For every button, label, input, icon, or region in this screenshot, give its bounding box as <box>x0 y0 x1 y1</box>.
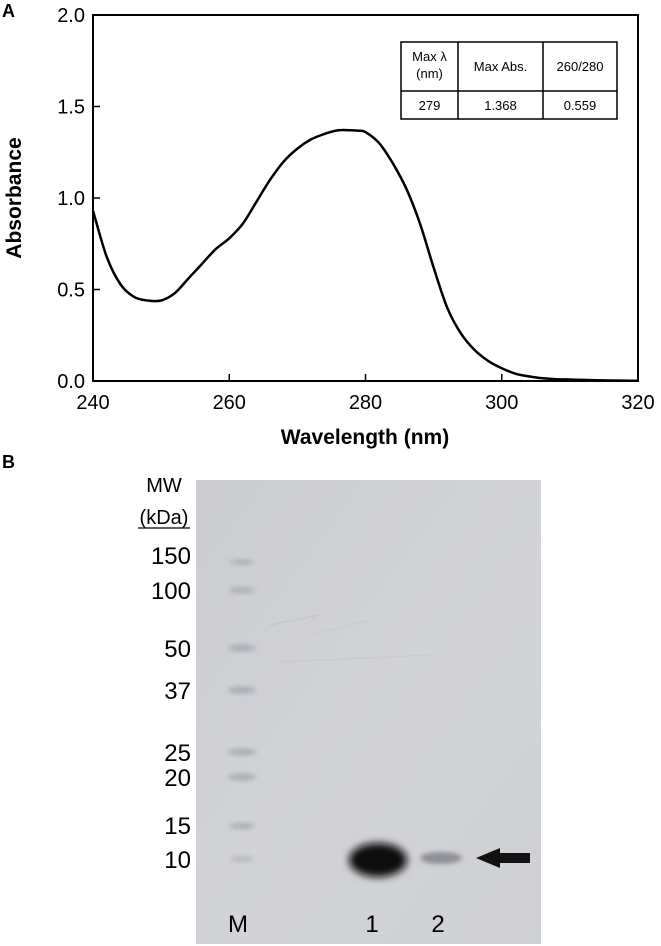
x-axis: 240 260 280 300 320 <box>76 374 655 414</box>
lane-1-band <box>349 843 407 877</box>
y-axis-title: Absorbance <box>3 137 26 258</box>
table-header-max-abs: Max Abs. <box>474 59 527 74</box>
y-tick-label: 1.5 <box>57 97 85 119</box>
lane-label-2: 2 <box>431 911 444 938</box>
table-cell-max-lambda: 279 <box>419 98 441 113</box>
x-axis-title: Wavelength (nm) <box>281 426 449 449</box>
mw-marker-label: 20 <box>164 765 191 792</box>
mw-marker-label: 50 <box>164 636 191 663</box>
summary-table: Max λ (nm) Max Abs. 260/280 279 1.368 0.… <box>400 41 618 120</box>
panel-b-label: B <box>2 452 15 472</box>
y-tick-label: 2.0 <box>57 5 85 27</box>
x-tick-label: 300 <box>485 392 518 414</box>
x-tick-label: 260 <box>213 392 246 414</box>
gel-smears <box>269 614 431 663</box>
mw-unit-header: (kDa) <box>140 507 189 529</box>
mw-header: MW <box>146 475 182 497</box>
x-tick-label: 320 <box>621 392 654 414</box>
y-tick-label: 0.0 <box>57 371 85 393</box>
y-axis: 0.0 0.5 1.0 1.5 2.0 <box>57 5 100 393</box>
marker-lane-bands <box>228 559 256 862</box>
table-header-max-lambda-unit: (nm) <box>416 66 443 81</box>
panel-a-label: A <box>2 1 15 21</box>
x-tick-label: 280 <box>349 392 382 414</box>
mw-marker-label: 150 <box>151 543 191 570</box>
table-header-max-lambda: Max λ <box>412 49 447 64</box>
absorbance-chart: A 0.0 0.5 1.0 1.5 2.0 240 260 280 300 320 Wavele… <box>2 1 655 449</box>
lane-label-marker: M <box>228 911 248 938</box>
absorbance-spectrum-line <box>91 128 639 383</box>
y-tick-label: 0.5 <box>57 280 85 302</box>
mw-marker-label: 100 <box>151 578 191 605</box>
table-cell-ratio: 0.559 <box>564 98 597 113</box>
table-cell-max-abs: 1.368 <box>484 98 517 113</box>
mw-marker-label: 15 <box>164 813 191 840</box>
mw-marker-label: 37 <box>164 678 191 705</box>
arrow-icon <box>476 848 530 868</box>
y-tick-label: 1.0 <box>57 188 85 210</box>
table-header-ratio: 260/280 <box>557 59 604 74</box>
mw-marker-label: 25 <box>164 740 191 767</box>
x-tick-label: 240 <box>76 392 109 414</box>
lane-2-band <box>420 852 462 864</box>
lane-label-1: 1 <box>365 911 378 938</box>
mw-marker-label: 10 <box>164 847 191 874</box>
